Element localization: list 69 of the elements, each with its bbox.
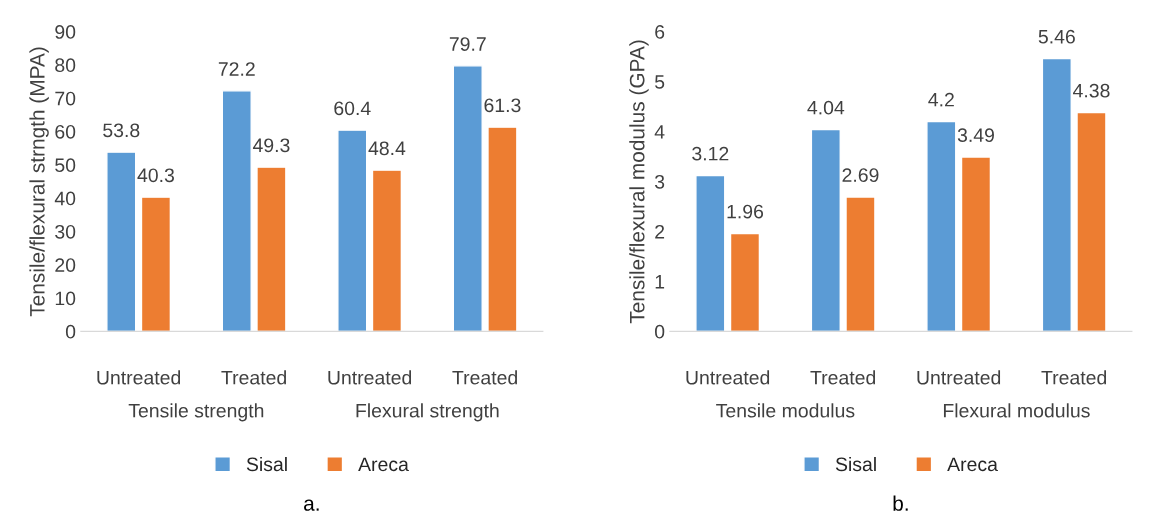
x-tick-label: Treated [452, 370, 517, 385]
y-tick-label: 60 [55, 124, 76, 139]
y-tick-label: 90 [55, 25, 76, 39]
bar [695, 174, 726, 332]
data-label: 4.2 [928, 92, 954, 107]
bar [845, 196, 876, 332]
data-label: 49.3 [252, 138, 290, 153]
y-tick-label: 10 [55, 291, 76, 306]
data-label: 2.69 [842, 168, 879, 183]
bar [140, 196, 172, 332]
y-tick-label: 4 [654, 125, 665, 139]
text: Flexural modulus [943, 403, 1090, 418]
bar [487, 126, 518, 332]
x-tick-label: Untreated [97, 370, 181, 385]
data-label: 53.8 [103, 123, 140, 138]
y-tick-label: 80 [55, 58, 76, 73]
y-tick-label: 0 [654, 324, 665, 339]
y-tick-label: 40 [54, 191, 76, 206]
y-tick-label: 3 [654, 174, 665, 189]
bar [452, 65, 483, 332]
data-label: 40.3 [137, 168, 174, 183]
text: Tensile strength [128, 403, 264, 422]
bar [810, 128, 841, 332]
y-tick-label: 70 [55, 91, 76, 106]
legend-label: Sisal [246, 456, 287, 472]
data-label: 79.7 [449, 37, 486, 51]
text: Tensile modulus [716, 403, 855, 418]
y-axis-title: Tensile/flexural strngth (MPA) [29, 47, 49, 317]
bar [371, 169, 403, 332]
bar [106, 151, 137, 332]
data-label: 1.96 [727, 204, 764, 219]
text: Flexural strength [356, 403, 499, 422]
bar [960, 156, 992, 332]
x-tick-label: Untreated [328, 370, 412, 385]
x-tick-label: Treated [810, 370, 876, 385]
bar [256, 166, 287, 332]
y-tick-label: 2 [655, 224, 665, 239]
y-tick-label: 20 [55, 258, 76, 272]
bar [1076, 111, 1107, 332]
data-label: 4.04 [807, 100, 845, 115]
y-tick-label: 0 [65, 324, 76, 339]
data-label: 4.38 [1073, 83, 1110, 98]
data-label: 3.49 [957, 128, 994, 143]
y-tick-label: 30 [55, 224, 76, 239]
y-tick-label: 6 [655, 25, 665, 39]
bar [729, 232, 761, 332]
y-tick-label: 5 [655, 75, 665, 89]
bar [926, 120, 957, 332]
data-label: 48.4 [368, 141, 406, 156]
x-tick-label: Treated [221, 370, 286, 385]
data-label: 61.3 [484, 98, 521, 113]
bar [337, 129, 368, 332]
x-tick-label: Untreated [917, 370, 1001, 385]
y-tick-label: 50 [55, 158, 76, 173]
data-label: 72.2 [218, 62, 255, 76]
bar [221, 90, 252, 332]
legend-label: Areca [358, 457, 409, 472]
legend-label: Areca [947, 457, 998, 472]
data-label: 60.4 [334, 101, 371, 116]
text: a. [304, 499, 319, 511]
y-axis-title: Tensile/flexural modulus (GPA) [629, 40, 649, 324]
legend-label: Sisal [835, 456, 876, 472]
text: b. [893, 495, 908, 511]
data-label: 3.12 [692, 146, 729, 161]
x-tick-label: Treated [1041, 370, 1107, 385]
data-label: 5.46 [1038, 29, 1075, 44]
bar [1041, 57, 1072, 332]
x-tick-label: Untreated [686, 370, 770, 385]
y-tick-label: 1 [655, 275, 665, 289]
